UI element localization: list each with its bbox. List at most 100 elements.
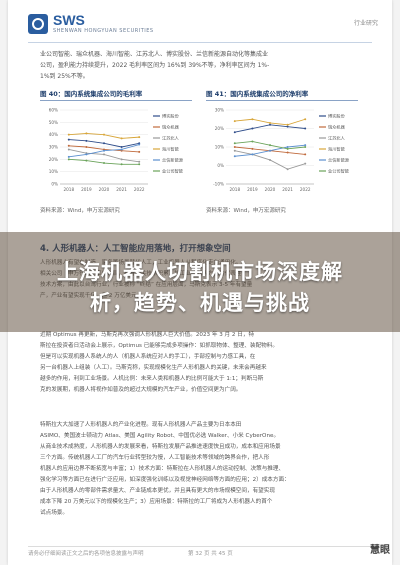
- paragraph-line: 成本下降 20 万美元以下的规模化生产；3）应用场景：特斯拉的工厂将成为人形机器…: [40, 499, 273, 505]
- intro-line: 1%到 25%不等。: [40, 73, 89, 80]
- y-tick-label: 10%: [215, 145, 224, 150]
- paragraph-line: 近期 Optimus 再更新，马斯克再次强调人形机器人巨大价值。2023 年 3…: [40, 332, 255, 338]
- data-point: [286, 147, 289, 150]
- report-header: SWS SHENWAN HONGYUAN SECURITIES 行业研究: [28, 10, 378, 40]
- legend-label: 海川智能: [162, 146, 180, 153]
- data-point: [103, 133, 105, 136]
- banner-title-line-1: 上海机器人切割机市场深度解: [57, 260, 343, 284]
- x-tick-label: 2020: [265, 187, 276, 192]
- data-point: [251, 118, 254, 121]
- data-point: [85, 153, 88, 156]
- data-point: [286, 151, 289, 154]
- paragraph-line: 斯拉在投资者日活动会上展示，Optimus 已能够完成多项操作：如抓取物体、整理…: [40, 343, 278, 349]
- data-point: [85, 159, 88, 162]
- paragraph-line: 越多的作用，利到工业场景。人机比例：未来人类和机器人的比例可能大于 1:1；判断…: [40, 376, 264, 382]
- paragraph-line: 强化学习等方面已在进行广泛应用，如深度强化训练以及视觉神经网络等方面的应用；2）…: [40, 477, 290, 483]
- data-point: [304, 146, 307, 148]
- y-tick-label: 30%: [215, 108, 224, 113]
- x-tick-label: 2022: [134, 187, 145, 192]
- fig41-source: 资料来源：Wind，申万宏源研究: [206, 208, 286, 214]
- legend-label: 瑞众机器: [328, 124, 346, 131]
- data-point: [85, 139, 88, 142]
- data-point: [251, 140, 254, 143]
- data-point: [286, 168, 289, 171]
- y-tick-label: 0%: [217, 163, 224, 168]
- data-point: [120, 148, 123, 151]
- data-point: [120, 146, 123, 148]
- data-point: [138, 136, 141, 139]
- intro-line: 业公司智能、瑞众机器、海川智能、江苏北人、博实股份、兰信新能源自动化等集成业: [40, 51, 269, 58]
- data-point: [286, 146, 289, 148]
- title-banner: [0, 232, 400, 332]
- data-point: [233, 142, 236, 145]
- data-point: [233, 120, 236, 123]
- data-point: [304, 127, 307, 130]
- paragraph-line: 特斯拉大大加速了人形机器人的产业化进程。现有人形机器人产品主要为日本本田: [40, 422, 242, 428]
- data-point: [269, 158, 271, 161]
- data-point: [120, 158, 123, 161]
- paragraph-line: 机器人的应用边界不断拓宽与丰富；1）技术方面：特斯拉在人形机器人的运动控制、决策…: [40, 466, 285, 472]
- data-point: [67, 155, 70, 158]
- paragraph-line: 试点场景。: [40, 510, 68, 516]
- data-point: [103, 162, 105, 165]
- data-point: [67, 144, 70, 147]
- data-point: [138, 150, 141, 153]
- data-point: [85, 132, 88, 135]
- fig40-chart: 0% 10% 20% 30% 40% 50% 60% 2018 2019 2020 2021 2022…: [40, 104, 192, 202]
- paragraph-line: 三个方面。传统机器人工厂的汽车行业转型较为慢，人工智能技术等领域的跨界合作，把人…: [40, 455, 270, 461]
- watermark-text: 慧眼: [370, 545, 390, 556]
- y-tick-label: 30%: [49, 145, 58, 150]
- fig41-chart-svg: -10% 0% 10% 20% 30% 2018 2019 2020 2021 2022 博实股份瑞…: [213, 108, 350, 193]
- paragraph-line: ASIMO、美国波士顿动力 Atlas、美国 Agility Robot、中国优…: [40, 433, 280, 439]
- legend-label: 兰信新能源: [328, 157, 350, 164]
- data-point: [138, 160, 141, 163]
- x-tick-label: 2018: [63, 187, 74, 192]
- paragraph-line: 由于人形机器人的零部件需求量大、产业链成本更优，并且具有更大的市场规模空间，有望…: [40, 488, 275, 494]
- brand-name: SWS: [53, 12, 85, 28]
- data-point: [120, 163, 123, 166]
- banner-title-line-2: 析，趋势、机遇与挑战: [90, 291, 310, 315]
- paragraph-3: 特斯拉大大加速了人形机器人的产业化进程。现有人形机器人产品主要为日本本田 ASIM…: [40, 420, 365, 519]
- data-point: [251, 153, 254, 156]
- fig40-chart-svg: 0% 10% 20% 30% 40% 50% 60% 2018 2019 2020 2021 2022…: [49, 108, 184, 193]
- data-point: [269, 123, 271, 126]
- header-divider: [28, 42, 372, 43]
- legend-label: 博实股份: [328, 113, 346, 120]
- fig41-chart: -10% 0% 10% 20% 30% 2018 2019 2020 2021 2022 博实股份瑞…: [206, 104, 358, 202]
- data-point: [103, 142, 105, 145]
- data-point: [233, 149, 236, 152]
- footer-disclaimer: 请务必仔细阅读正文之后的各项信息披露与声明: [28, 551, 144, 557]
- brand-subtitle: SHENWAN HONGYUAN SECURITIES: [53, 28, 154, 34]
- x-tick-label: 2019: [81, 187, 92, 192]
- y-tick-label: 20%: [215, 126, 224, 131]
- sws-logo-icon: [28, 14, 48, 34]
- data-point: [304, 162, 307, 165]
- y-tick-label: 50%: [49, 120, 58, 125]
- y-tick-label: 10%: [49, 169, 58, 174]
- y-tick-label: 20%: [49, 157, 58, 162]
- fig40-title: 图 40：国内系统集成公司的毛利率: [40, 88, 192, 101]
- paragraph-line: 另一台机器人上组装（人工）。马斯克称，实现规模化生产人形机器人的关键，未来会再越…: [40, 365, 267, 371]
- data-point: [67, 158, 70, 161]
- data-point: [67, 133, 70, 136]
- intro-line: 公司，盈利能力持续提升，2022 毛利率区间为 16%到 39%不等，净利率区间…: [40, 62, 270, 69]
- data-point: [251, 147, 254, 150]
- paragraph-2: 近期 Optimus 再更新，马斯克再次强调人形机器人巨大价值。2023 年 3…: [40, 330, 365, 396]
- data-point: [67, 138, 70, 141]
- data-point: [233, 146, 236, 148]
- report-type: 行业研究: [353, 20, 378, 27]
- y-tick-label: 60%: [49, 108, 58, 113]
- x-tick-label: 2018: [229, 187, 240, 192]
- data-point: [120, 137, 123, 140]
- data-point: [85, 146, 88, 148]
- x-tick-label: 2019: [247, 187, 258, 192]
- data-point: [233, 131, 236, 134]
- data-point: [304, 118, 307, 121]
- data-point: [269, 121, 271, 124]
- data-point: [286, 123, 289, 126]
- data-point: [103, 149, 105, 152]
- data-point: [138, 143, 141, 146]
- data-point: [304, 153, 307, 156]
- y-tick-label: 40%: [49, 132, 58, 137]
- data-point: [103, 153, 105, 156]
